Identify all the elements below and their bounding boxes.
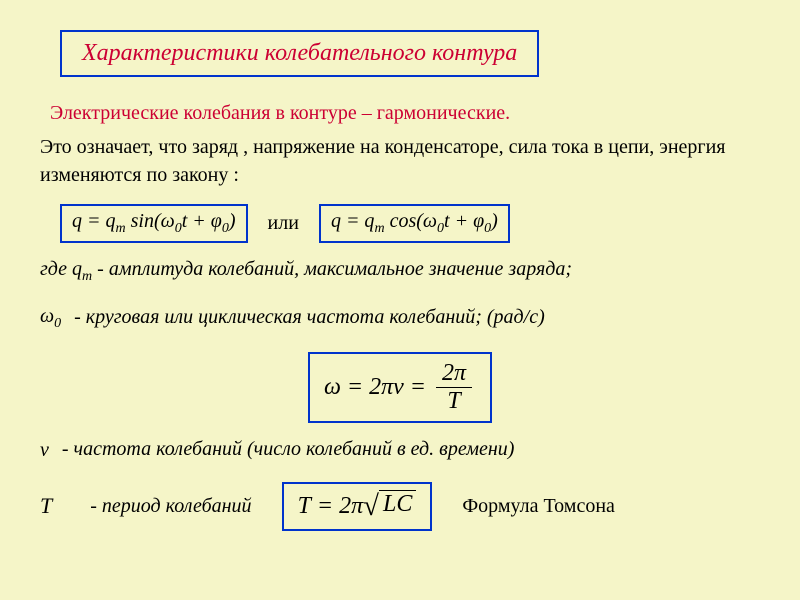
- omega0-symbol: ω0: [40, 305, 61, 332]
- subtitle: Электрические колебания в контуре – гарм…: [40, 102, 760, 125]
- omega-formula-row: ω = 2πν = 2π T: [40, 352, 760, 423]
- nu-line: ν - частота колебаний (число колебаний в…: [40, 438, 760, 462]
- where-qm: где qm: [40, 258, 92, 280]
- thomson-row: T - период колебаний T = 2π √ LC Формула…: [40, 482, 760, 531]
- omega-desc: - круговая или циклическая частота колеб…: [74, 306, 545, 328]
- formula-sin: q = qm sin(ω0t + φ0): [60, 204, 248, 243]
- qm-desc: - амплитуда колебаний, максимальное знач…: [97, 258, 572, 280]
- page-title: Характеристики колебательного контура: [82, 40, 517, 66]
- title-box: Характеристики колебательного контура: [60, 30, 539, 77]
- T-desc: - период колебаний: [90, 495, 251, 518]
- formula-row-1: q = qm sin(ω0t + φ0) или q = qm cos(ω0t …: [40, 204, 760, 243]
- omega-line: ω0 - круговая или циклическая частота ко…: [40, 305, 760, 332]
- omega-formula: ω = 2πν = 2π T: [308, 352, 492, 423]
- qm-line: где qm - амплитуда колебаний, максимальн…: [40, 258, 760, 285]
- thomson-formula: T = 2π √ LC: [282, 482, 433, 531]
- T-symbol: T: [40, 493, 52, 519]
- thomson-label: Формула Томсона: [462, 493, 615, 519]
- formula-cos: q = qm cos(ω0t + φ0): [319, 204, 510, 243]
- or-text: или: [268, 212, 299, 235]
- nu-symbol: ν: [40, 439, 49, 462]
- nu-desc: - частота колебаний (число колебаний в е…: [62, 438, 515, 460]
- intro-text: Это означает, что заряд , напряжение на …: [40, 133, 760, 189]
